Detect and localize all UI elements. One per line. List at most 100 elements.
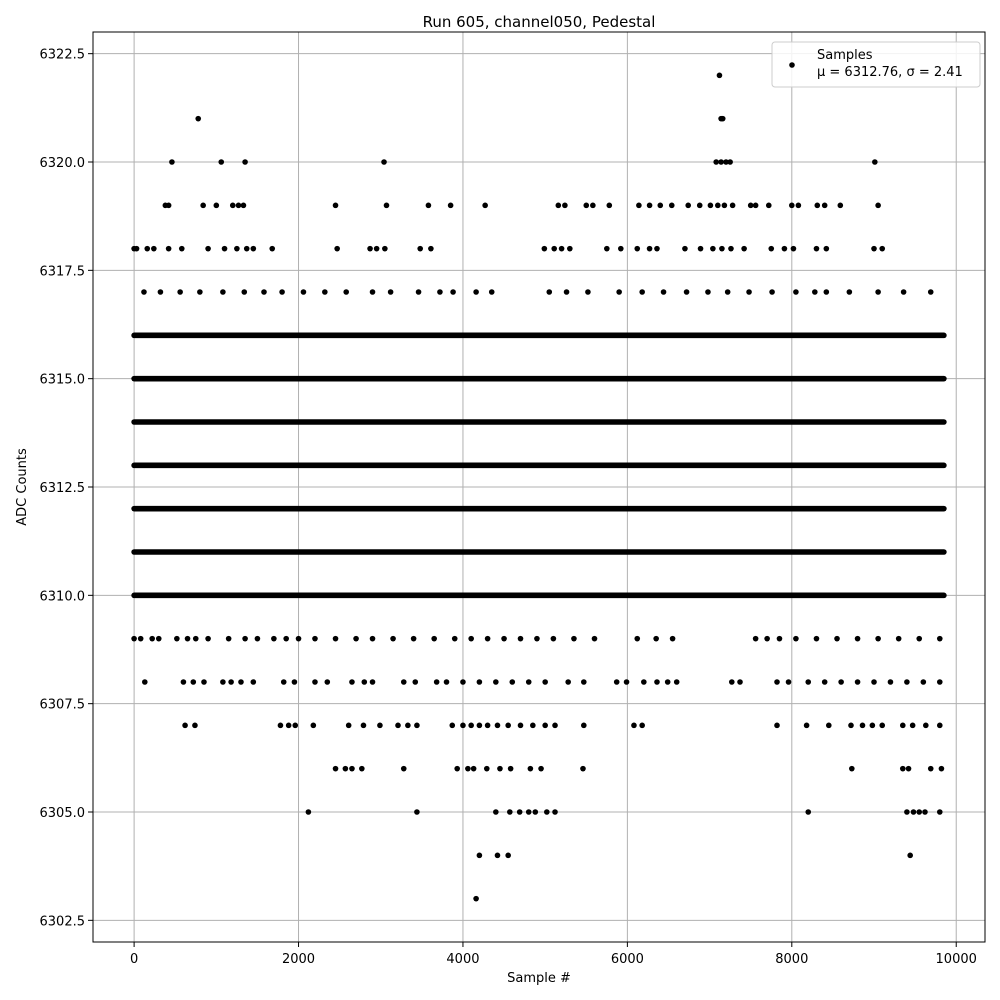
data-point [228,679,234,685]
data-point [907,852,913,859]
data-point [285,722,292,729]
x-tick-label: 6000 [611,952,644,967]
data-point [904,809,910,815]
data-point [683,289,690,295]
data-point [205,635,211,642]
data-point [719,115,726,122]
data-point [305,809,312,815]
data-point [433,679,440,685]
data-point [476,679,483,685]
data-point [838,679,844,685]
data-point [823,289,830,295]
data-point [668,202,675,209]
data-point [723,159,729,165]
chart-title: Run 605, channel050, Pedestal [423,13,656,31]
data-point [657,202,664,209]
data-point [660,289,667,295]
data-point [530,722,536,729]
data-point [250,245,257,252]
data-point [724,289,731,295]
data-point [555,202,562,209]
data-point [769,289,775,295]
data-point [447,202,454,209]
data-point [417,245,424,252]
data-point [685,202,692,209]
data-point [242,159,248,165]
data-point [591,635,598,642]
data-point [381,159,387,165]
data-point [468,722,474,729]
data-point [322,289,328,295]
data-point [821,679,828,685]
data-point [213,202,220,209]
y-tick-label: 6312.5 [40,481,86,496]
data-point [776,635,783,642]
data-point [737,679,743,685]
data-point [229,202,236,209]
data-point [234,245,240,252]
data-point [641,679,647,685]
data-point [849,765,855,772]
data-point [493,809,499,815]
legend: Samples μ = 6312.76, σ = 2.41 [771,41,981,88]
data-point [719,245,725,252]
data-point [697,245,704,252]
data-point [869,722,876,729]
data-point [141,289,147,295]
y-tick-label: 6315.0 [40,373,86,388]
data-point [425,202,432,209]
data-point [546,289,553,295]
data-point [165,202,172,209]
data-point [414,809,420,815]
data-point [359,765,365,772]
data-point [805,679,812,685]
data-point [936,809,943,815]
data-point [825,722,832,729]
data-point [367,245,373,252]
data-point [484,635,491,642]
data-point [141,679,148,685]
data-point [768,245,775,252]
data-point [517,635,524,642]
data-point [395,722,401,729]
data-point [936,635,943,642]
data-point [781,245,788,252]
data-point [235,202,242,209]
data-point [494,852,501,859]
data-point [243,245,250,252]
data-point [383,202,390,209]
data-point [454,765,460,772]
data-point [155,635,162,642]
data-point [618,245,624,252]
data-point [400,765,407,772]
data-point [923,722,929,729]
data-point [482,202,488,209]
data-point [137,635,144,642]
data-point [606,202,613,209]
data-point [899,722,906,729]
data-point [916,635,923,642]
data-point [846,289,853,295]
data-point [673,679,680,685]
data-point [848,722,854,729]
data-point [544,809,550,815]
data-point [710,245,716,252]
data-point [300,289,307,295]
x-axis-label: Sample # [507,971,571,986]
x-tick-label: 8000 [775,952,808,967]
data-point [460,722,466,729]
data-point [220,289,226,295]
data-point [201,679,207,685]
data-point [879,245,886,252]
data-point [200,202,206,209]
data-point [728,679,735,685]
data-point [551,245,558,252]
data-point [752,202,759,209]
data-point [254,635,261,642]
data-point [428,245,434,252]
data-point [410,635,417,642]
data-point [242,635,248,642]
data-point [431,635,437,642]
data-point [654,245,660,252]
data-point [405,722,411,729]
